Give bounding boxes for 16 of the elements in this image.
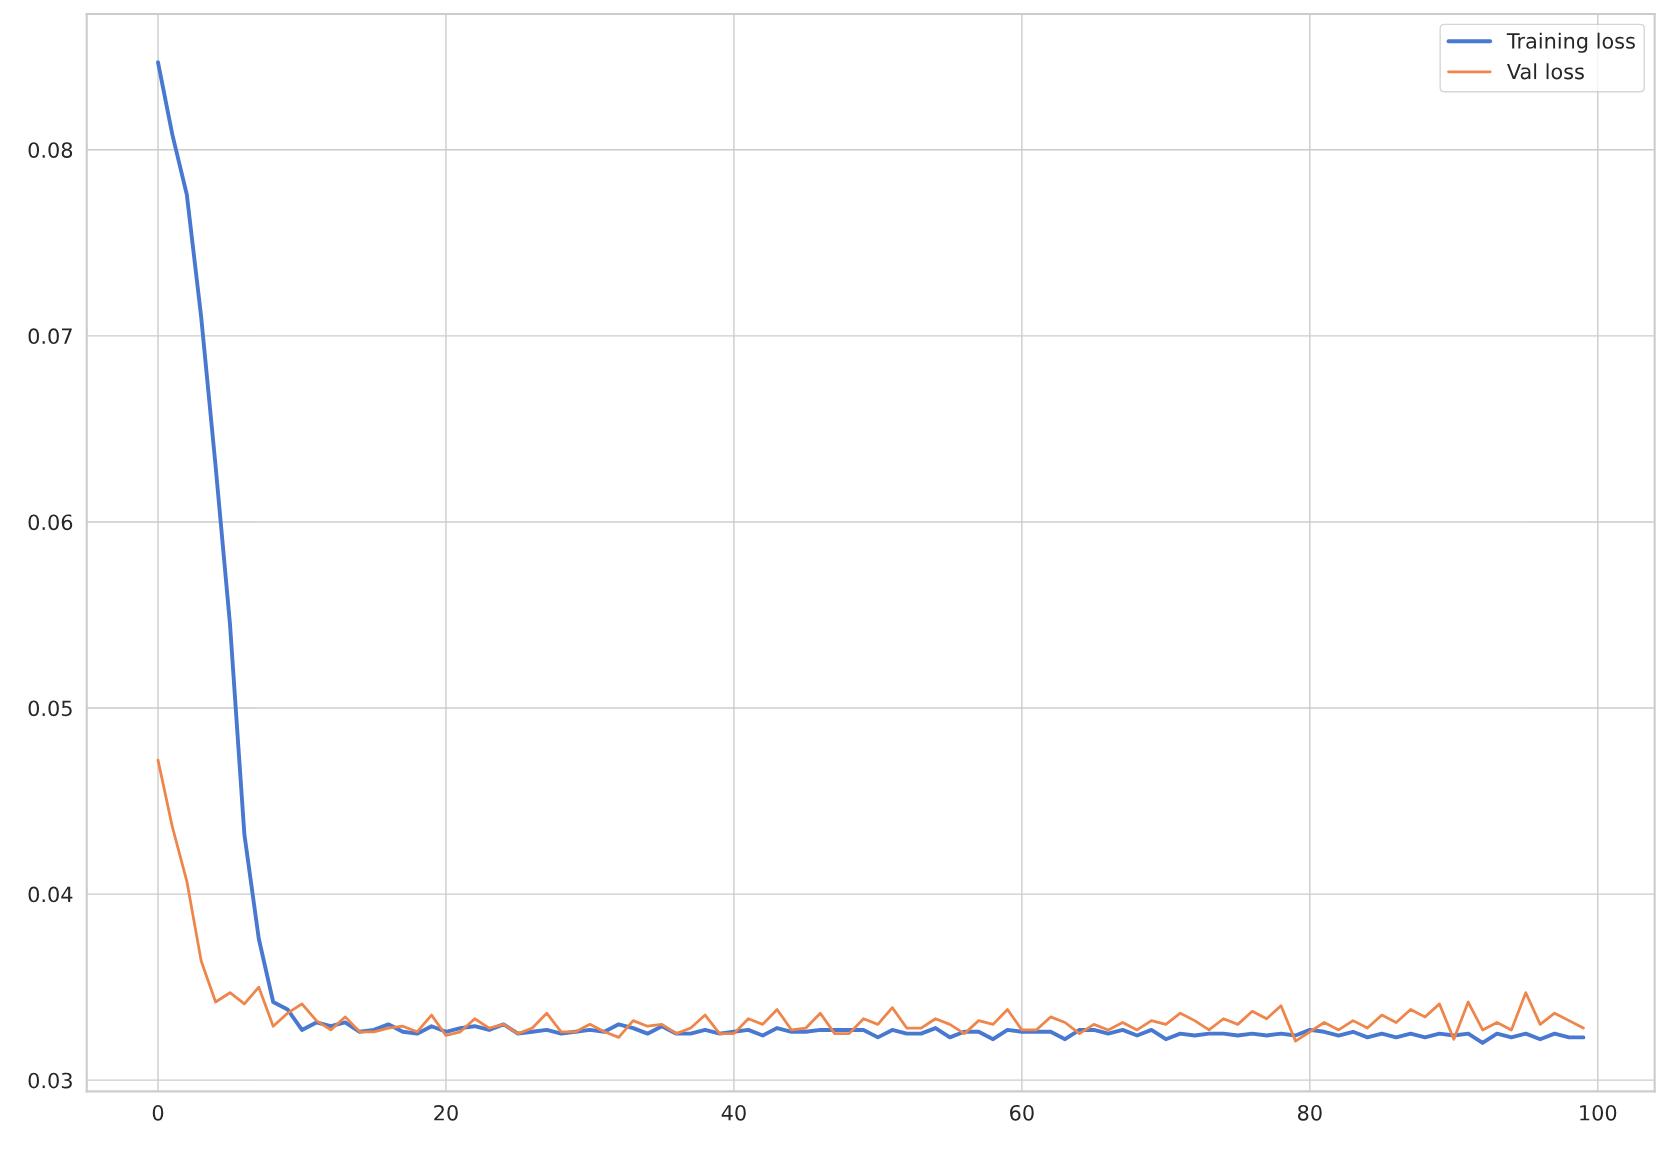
x-tick-label: 80 xyxy=(1297,1104,1322,1121)
x-tick-label: 100 xyxy=(1580,1104,1617,1121)
legend-label: Training loss xyxy=(1506,32,1635,53)
y-tick-label: 0.08 xyxy=(28,142,73,158)
legend-label: Val loss xyxy=(1507,63,1584,80)
line-series xyxy=(156,60,1586,1045)
x-tick-label: 0 xyxy=(152,1104,164,1121)
y-tick-label: 0.05 xyxy=(28,700,72,717)
x-tick-label: 20 xyxy=(434,1104,458,1121)
line-series xyxy=(156,758,1585,1043)
y-tick-label: 0.06 xyxy=(28,514,73,531)
x-tick-label: 40 xyxy=(721,1104,746,1121)
y-tick-label: 0.04 xyxy=(28,886,73,903)
x-tick-label: 60 xyxy=(1010,1104,1034,1121)
y-tick-label: 0.03 xyxy=(28,1072,72,1089)
y-tick-label: 0.07 xyxy=(28,328,72,345)
